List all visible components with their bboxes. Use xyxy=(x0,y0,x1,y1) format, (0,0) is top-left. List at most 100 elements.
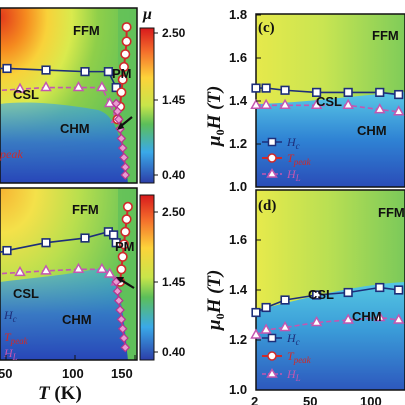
region-label-csl: CSL xyxy=(13,286,39,301)
data-point-hl xyxy=(103,267,116,278)
data-point-hl xyxy=(250,98,262,110)
data-point-hc xyxy=(394,89,404,100)
heatmap-low-region xyxy=(0,267,128,360)
data-point-hc xyxy=(251,83,261,93)
legend-tpeak-partial: peak xyxy=(0,147,23,161)
data-point-tpeak xyxy=(116,87,127,98)
y-axis-d: 1.6 1.4 1.2 1.0 μ0H (T) xyxy=(204,189,261,397)
region-label-ffm: FFM xyxy=(378,205,405,220)
legend-hc: Hc xyxy=(262,331,300,347)
data-point-hl xyxy=(40,264,52,275)
region-label-chm: CHM xyxy=(60,121,90,136)
colorbar-top: μ 2.50 1.45 0.40 xyxy=(139,6,186,184)
data-point-hl xyxy=(14,265,26,277)
colorbar-tick-mid: 1.45 xyxy=(162,275,186,289)
svg-text:HL: HL xyxy=(286,367,301,383)
data-point-tpeak xyxy=(120,226,131,237)
region-label-chm: CHM xyxy=(62,312,92,327)
region-label-pm: PM xyxy=(112,66,132,81)
y-tick-1.2: 1.2 xyxy=(229,332,247,347)
data-point-tpeak xyxy=(121,36,132,47)
data-point-hl xyxy=(310,98,323,110)
colorbar-tick-mid: 1.45 xyxy=(162,93,186,107)
data-point-hc xyxy=(80,67,90,77)
panel-label-d: (d) xyxy=(258,198,276,214)
data-point-hl xyxy=(392,105,405,116)
data-point-hc xyxy=(394,285,404,295)
heatmap-low-region xyxy=(0,102,128,183)
plot-frame xyxy=(0,7,138,184)
region-label-ffm: FFM xyxy=(372,28,399,43)
data-point-hc xyxy=(280,295,290,305)
colorbar-title: μ xyxy=(142,6,152,23)
data-point-tpeak xyxy=(116,264,127,275)
data-point-hc xyxy=(280,85,290,95)
data-point-hc xyxy=(41,65,51,75)
data-point-hl xyxy=(260,323,272,334)
svg-text:HL: HL xyxy=(286,167,301,183)
data-point-pink xyxy=(113,114,124,125)
x-axis-right: 2 50 100 xyxy=(251,394,382,405)
data-point-hc xyxy=(343,287,353,298)
region-label-csl: CSL xyxy=(308,287,334,302)
legend-hl: HL xyxy=(262,367,301,383)
series-layer xyxy=(0,201,133,353)
data-point-tpeak xyxy=(121,22,132,33)
x-axis-title-left: T (K) xyxy=(38,383,82,404)
data-point-hc xyxy=(2,63,12,74)
y-axis-title-d: μ0H (T) xyxy=(204,270,227,331)
svg-text:Tpeak: Tpeak xyxy=(287,151,312,167)
colorbar-gradient xyxy=(139,27,155,184)
data-point-pink xyxy=(113,295,124,306)
data-point-hl xyxy=(342,313,354,324)
data-point-hc xyxy=(312,290,322,300)
legend-tpeak: Tpeak xyxy=(4,330,29,346)
data-point-tpeak xyxy=(119,239,130,250)
panel-left-bottom: FFM PM CSL CHM Hc Tpeak HL xyxy=(0,187,138,362)
data-point-hl xyxy=(279,98,291,110)
data-point-hc xyxy=(109,230,119,240)
x-tick-100: 100 xyxy=(360,394,382,405)
data-point-hl xyxy=(250,328,262,339)
data-point-pink xyxy=(117,323,128,334)
data-point-tpeak xyxy=(117,74,128,85)
colorbar-tick-top: 2.50 xyxy=(162,26,186,40)
legend-left-bottom: Hc Tpeak HL xyxy=(3,308,29,362)
y-axis-c: 1.8 1.6 1.4 1.2 1.0 μ0H (T) xyxy=(204,7,261,194)
data-point-hl xyxy=(40,81,52,92)
data-point-hl xyxy=(96,262,108,274)
data-point-hl xyxy=(103,96,116,108)
data-point-hl xyxy=(392,313,405,324)
svg-text:Hc: Hc xyxy=(286,331,300,347)
data-point-hl xyxy=(373,103,386,114)
data-point-pink xyxy=(112,106,123,117)
data-point-pink xyxy=(116,314,127,325)
panel-d: (d) FFM CSL CHM Hc Tpeak HL xyxy=(250,189,405,391)
x-axis-left: 50 100 150 T (K) xyxy=(0,355,136,404)
y-axis-title-c: μ0H (T) xyxy=(204,86,227,147)
colorbar-bottom: 2.50 1.45 0.40 xyxy=(139,194,186,361)
arrow-left-bottom xyxy=(116,277,135,289)
legend-tpeak: Tpeak xyxy=(262,151,312,167)
data-point-hc xyxy=(261,83,271,93)
data-point-hl xyxy=(14,82,26,93)
series-layer xyxy=(0,22,132,180)
x-tick-100: 100 xyxy=(62,366,84,381)
y-tick-1.8: 1.8 xyxy=(229,7,247,22)
data-point-hl xyxy=(72,81,85,92)
panel-c: (c) FFM CSL CHM Hc Tpeak HL xyxy=(250,13,405,188)
data-point-pink xyxy=(115,305,125,315)
data-point-hl xyxy=(279,320,291,332)
data-point-pink xyxy=(119,152,129,163)
data-point-hl xyxy=(260,98,272,110)
y-tick-1.4: 1.4 xyxy=(229,282,248,297)
legend-hl: HL xyxy=(262,167,301,183)
data-point-pink xyxy=(111,277,122,287)
y-tick-1.4: 1.4 xyxy=(229,93,248,108)
region-label-csl: CSL xyxy=(13,87,39,102)
data-point-hc xyxy=(375,282,385,293)
data-point-hc xyxy=(261,302,271,313)
data-point-tpeak xyxy=(117,251,128,262)
x-tick-150: 150 xyxy=(111,366,133,381)
